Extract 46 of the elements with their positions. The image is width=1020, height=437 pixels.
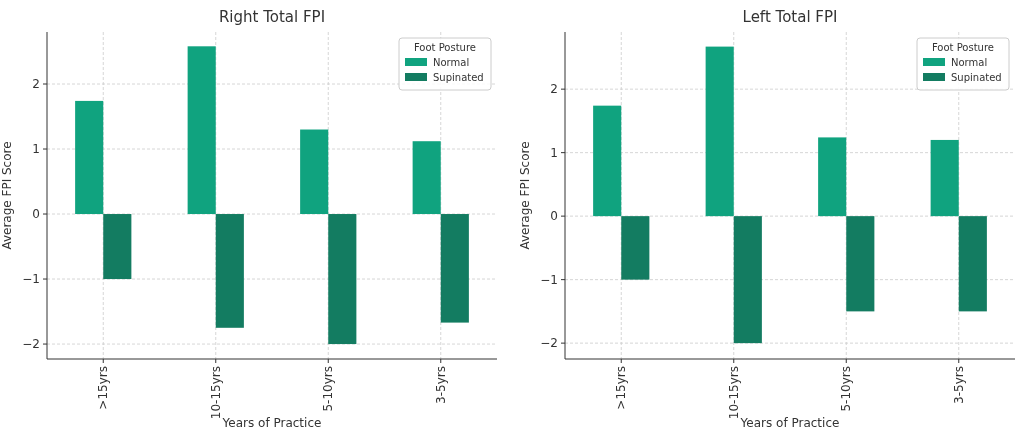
bar [621,216,650,280]
legend-label: Normal [433,56,470,68]
y-tick-label: 1 [550,145,558,160]
bar [412,141,441,215]
bar [300,129,329,215]
x-tick-label: 10-15yrs [208,366,223,420]
bar [187,46,216,215]
bar [846,216,875,312]
x-axis-title: Years of Practice [221,416,322,430]
x-tick-label: 10-15yrs [726,366,741,420]
y-tick-label: 0 [32,207,40,222]
bar [818,137,847,217]
x-tick-label: 5-10yrs [839,366,854,412]
chart-title: Left Total FPI [742,8,838,26]
x-tick-label: 3-5yrs [433,366,448,404]
legend-label: Supinated [433,71,484,83]
x-axis-title: Years of Practice [739,416,840,430]
bar [103,214,132,280]
y-tick-label: −2 [540,336,558,351]
bar [75,100,104,215]
legend-label: Normal [951,56,988,68]
y-tick-label: 1 [32,142,40,157]
y-tick-label: 0 [550,209,558,224]
bar [440,214,469,323]
bar [930,139,959,217]
bar [593,105,622,217]
chart-title: Right Total FPI [218,8,326,26]
y-tick-label: −1 [22,272,40,287]
x-tick-label: 5-10yrs [321,366,336,412]
bar [733,216,762,344]
y-tick-label: 2 [550,82,558,97]
y-axis-title: Average FPI Score [0,141,14,250]
x-tick-label: 3-5yrs [951,366,966,404]
y-tick-label: −2 [22,337,40,352]
y-tick-label: 2 [32,77,40,92]
legend-label: Supinated [951,71,1002,83]
bar [215,214,244,328]
y-axis-title: Average FPI Score [518,141,532,250]
x-tick-label: >15yrs [614,366,629,410]
bar [958,216,987,312]
legend-title: Foot Posture [931,42,995,53]
y-tick-label: −1 [540,272,558,287]
legend-title: Foot Posture [413,42,477,53]
bar [328,214,357,345]
x-tick-label: >15yrs [96,366,111,410]
bar [705,46,734,217]
